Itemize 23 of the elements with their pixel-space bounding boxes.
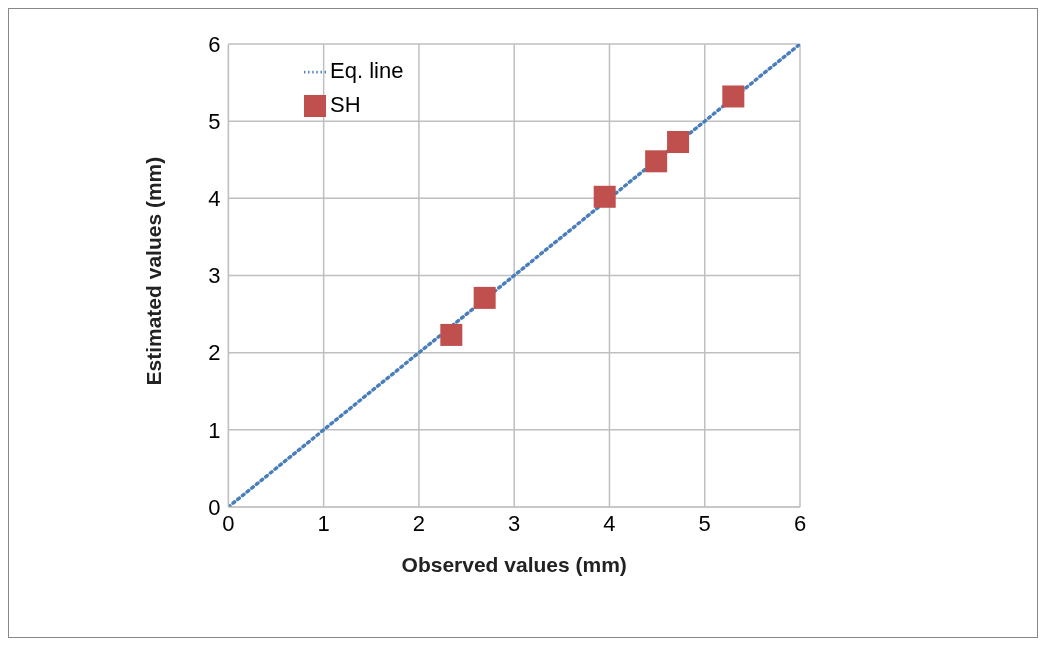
x-tick-label: 2 bbox=[412, 510, 426, 536]
y-tick-label: 3 bbox=[208, 263, 221, 289]
y-tick-label: 0 bbox=[208, 494, 221, 520]
x-tick-label: 1 bbox=[317, 510, 330, 536]
point bbox=[593, 185, 616, 208]
x-tick-label: 5 bbox=[698, 510, 711, 536]
x-tick-label: 6 bbox=[793, 510, 807, 536]
y-tick-label: 4 bbox=[208, 186, 221, 212]
point bbox=[473, 286, 496, 309]
x-axis-title: Observed values (mm) bbox=[401, 553, 627, 576]
x-tick-label: 3 bbox=[508, 510, 521, 536]
point bbox=[667, 131, 690, 153]
legend-label: SH bbox=[330, 92, 361, 117]
y-tick-label: 2 bbox=[208, 340, 221, 366]
point bbox=[645, 150, 668, 173]
y-tick-label: 5 bbox=[208, 108, 221, 134]
y-tick-label: 1 bbox=[208, 417, 221, 443]
point bbox=[722, 85, 745, 108]
y-tick-label: 6 bbox=[208, 31, 221, 57]
legend-label: Eq. line bbox=[330, 58, 404, 83]
point bbox=[440, 323, 463, 346]
y-axis-title: Estimated values (mm) bbox=[141, 156, 165, 386]
x-tick-label: 4 bbox=[603, 510, 616, 536]
